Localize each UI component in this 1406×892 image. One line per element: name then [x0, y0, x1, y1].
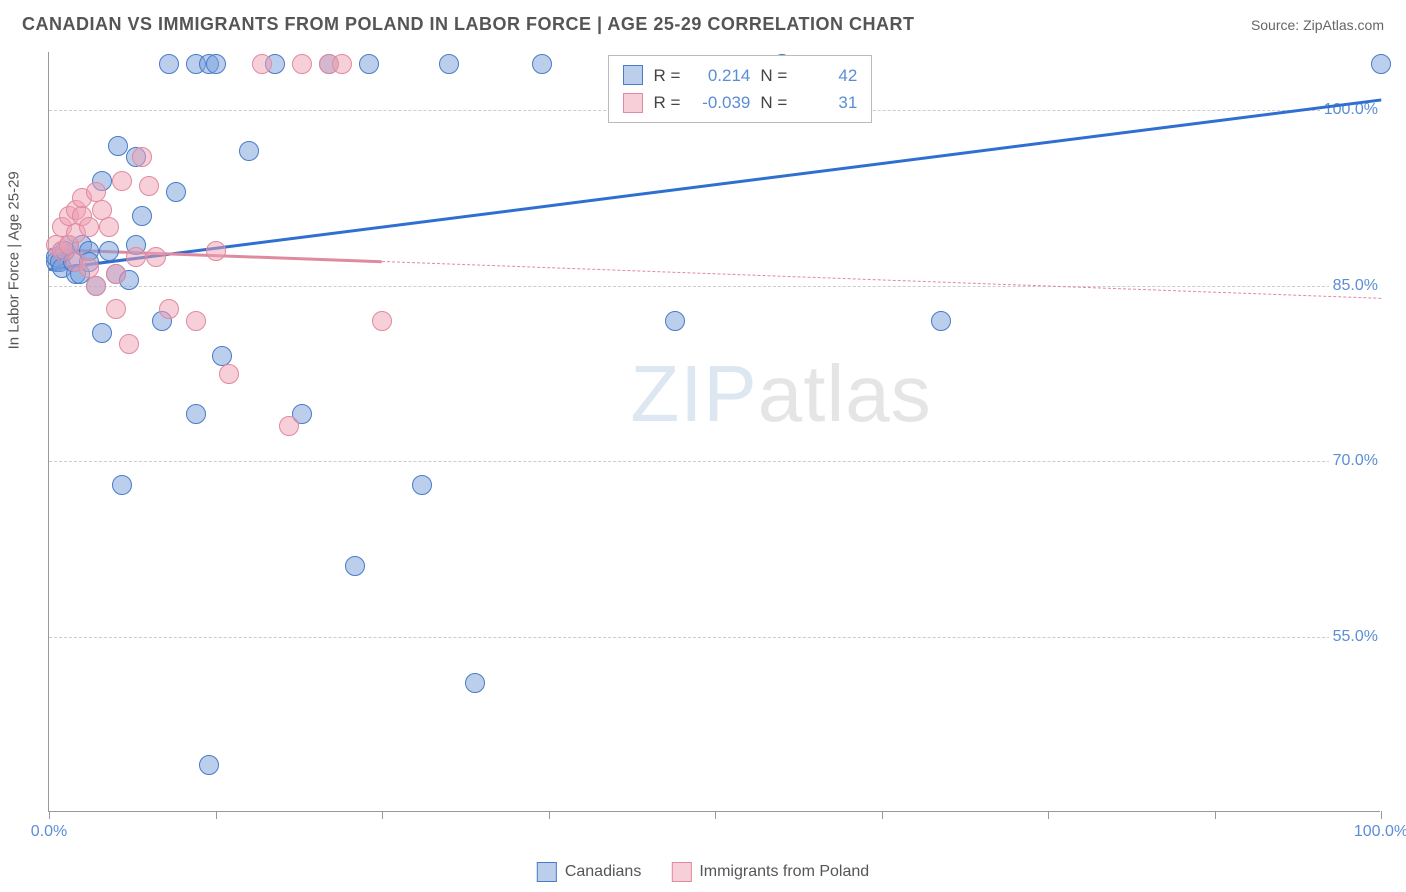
- source-label: Source:: [1251, 17, 1303, 33]
- x-tick: [549, 811, 550, 819]
- stats-r-value: -0.039: [690, 89, 750, 116]
- data-point: [106, 264, 126, 284]
- legend-label: Canadians: [565, 863, 642, 881]
- legend-item-poland: Immigrants from Poland: [671, 862, 869, 882]
- stats-n-value: 42: [797, 62, 857, 89]
- data-point: [1371, 54, 1391, 74]
- data-point: [159, 54, 179, 74]
- data-point: [219, 364, 239, 384]
- data-point: [112, 171, 132, 191]
- chart-title: CANADIAN VS IMMIGRANTS FROM POLAND IN LA…: [22, 14, 915, 35]
- data-point: [931, 311, 951, 331]
- stats-r-value: 0.214: [690, 62, 750, 89]
- stats-box: R = 0.214 N = 42 R = -0.039 N = 31: [608, 55, 872, 123]
- stats-n-label: N =: [760, 62, 787, 89]
- chart-legend: Canadians Immigrants from Poland: [537, 862, 869, 882]
- data-point: [86, 276, 106, 296]
- x-tick: [1215, 811, 1216, 819]
- watermark-zip: ZIP: [630, 349, 757, 438]
- source-name: ZipAtlas.com: [1303, 17, 1384, 33]
- gridline: [49, 461, 1380, 462]
- stats-r-label: R =: [653, 62, 680, 89]
- data-point: [439, 54, 459, 74]
- data-point: [412, 475, 432, 495]
- x-tick: [382, 811, 383, 819]
- stats-r-label: R =: [653, 89, 680, 116]
- data-point: [108, 136, 128, 156]
- stats-row: R = -0.039 N = 31: [623, 89, 857, 116]
- watermark: ZIPatlas: [630, 348, 931, 440]
- data-point: [186, 311, 206, 331]
- data-point: [126, 247, 146, 267]
- data-point: [132, 206, 152, 226]
- x-tick: [715, 811, 716, 819]
- data-point: [359, 54, 379, 74]
- data-point: [372, 311, 392, 331]
- data-point: [92, 323, 112, 343]
- data-point: [146, 247, 166, 267]
- data-point: [532, 54, 552, 74]
- data-point: [132, 147, 152, 167]
- legend-label: Immigrants from Poland: [699, 863, 869, 881]
- data-point: [186, 404, 206, 424]
- x-tick: [216, 811, 217, 819]
- x-tick: [1381, 811, 1382, 819]
- data-point: [99, 217, 119, 237]
- data-point: [206, 241, 226, 261]
- data-point: [159, 299, 179, 319]
- data-point: [292, 54, 312, 74]
- data-point: [106, 299, 126, 319]
- data-point: [199, 755, 219, 775]
- data-point: [252, 54, 272, 74]
- stats-swatch-icon: [623, 93, 643, 113]
- y-tick-label: 55.0%: [1329, 628, 1382, 646]
- data-point: [139, 176, 159, 196]
- data-point: [345, 556, 365, 576]
- y-tick-label: 70.0%: [1329, 452, 1382, 470]
- x-tick: [882, 811, 883, 819]
- data-point: [119, 334, 139, 354]
- stats-n-value: 31: [797, 89, 857, 116]
- trend-line: [382, 261, 1381, 299]
- x-tick-label: 0.0%: [31, 823, 67, 841]
- data-point: [79, 217, 99, 237]
- gridline: [49, 286, 1380, 287]
- data-point: [279, 416, 299, 436]
- x-tick: [49, 811, 50, 819]
- y-tick-label: 85.0%: [1329, 277, 1382, 295]
- data-point: [239, 141, 259, 161]
- watermark-atlas: atlas: [758, 349, 932, 438]
- x-tick: [1048, 811, 1049, 819]
- trend-line: [49, 99, 1381, 272]
- legend-swatch-icon: [671, 862, 691, 882]
- data-point: [112, 475, 132, 495]
- legend-swatch-icon: [537, 862, 557, 882]
- data-point: [166, 182, 186, 202]
- legend-item-canadians: Canadians: [537, 862, 642, 882]
- scatter-chart: ZIPatlas 55.0%70.0%85.0%100.0%0.0%100.0%…: [48, 52, 1380, 812]
- data-point: [99, 241, 119, 261]
- data-point: [206, 54, 226, 74]
- stats-n-label: N =: [760, 89, 787, 116]
- x-tick-label: 100.0%: [1354, 823, 1406, 841]
- stats-row: R = 0.214 N = 42: [623, 62, 857, 89]
- chart-header: CANADIAN VS IMMIGRANTS FROM POLAND IN LA…: [0, 0, 1406, 43]
- source-attribution: Source: ZipAtlas.com: [1251, 17, 1384, 33]
- data-point: [465, 673, 485, 693]
- stats-swatch-icon: [623, 65, 643, 85]
- y-axis-label: In Labor Force | Age 25-29: [6, 171, 23, 349]
- gridline: [49, 637, 1380, 638]
- data-point: [665, 311, 685, 331]
- data-point: [332, 54, 352, 74]
